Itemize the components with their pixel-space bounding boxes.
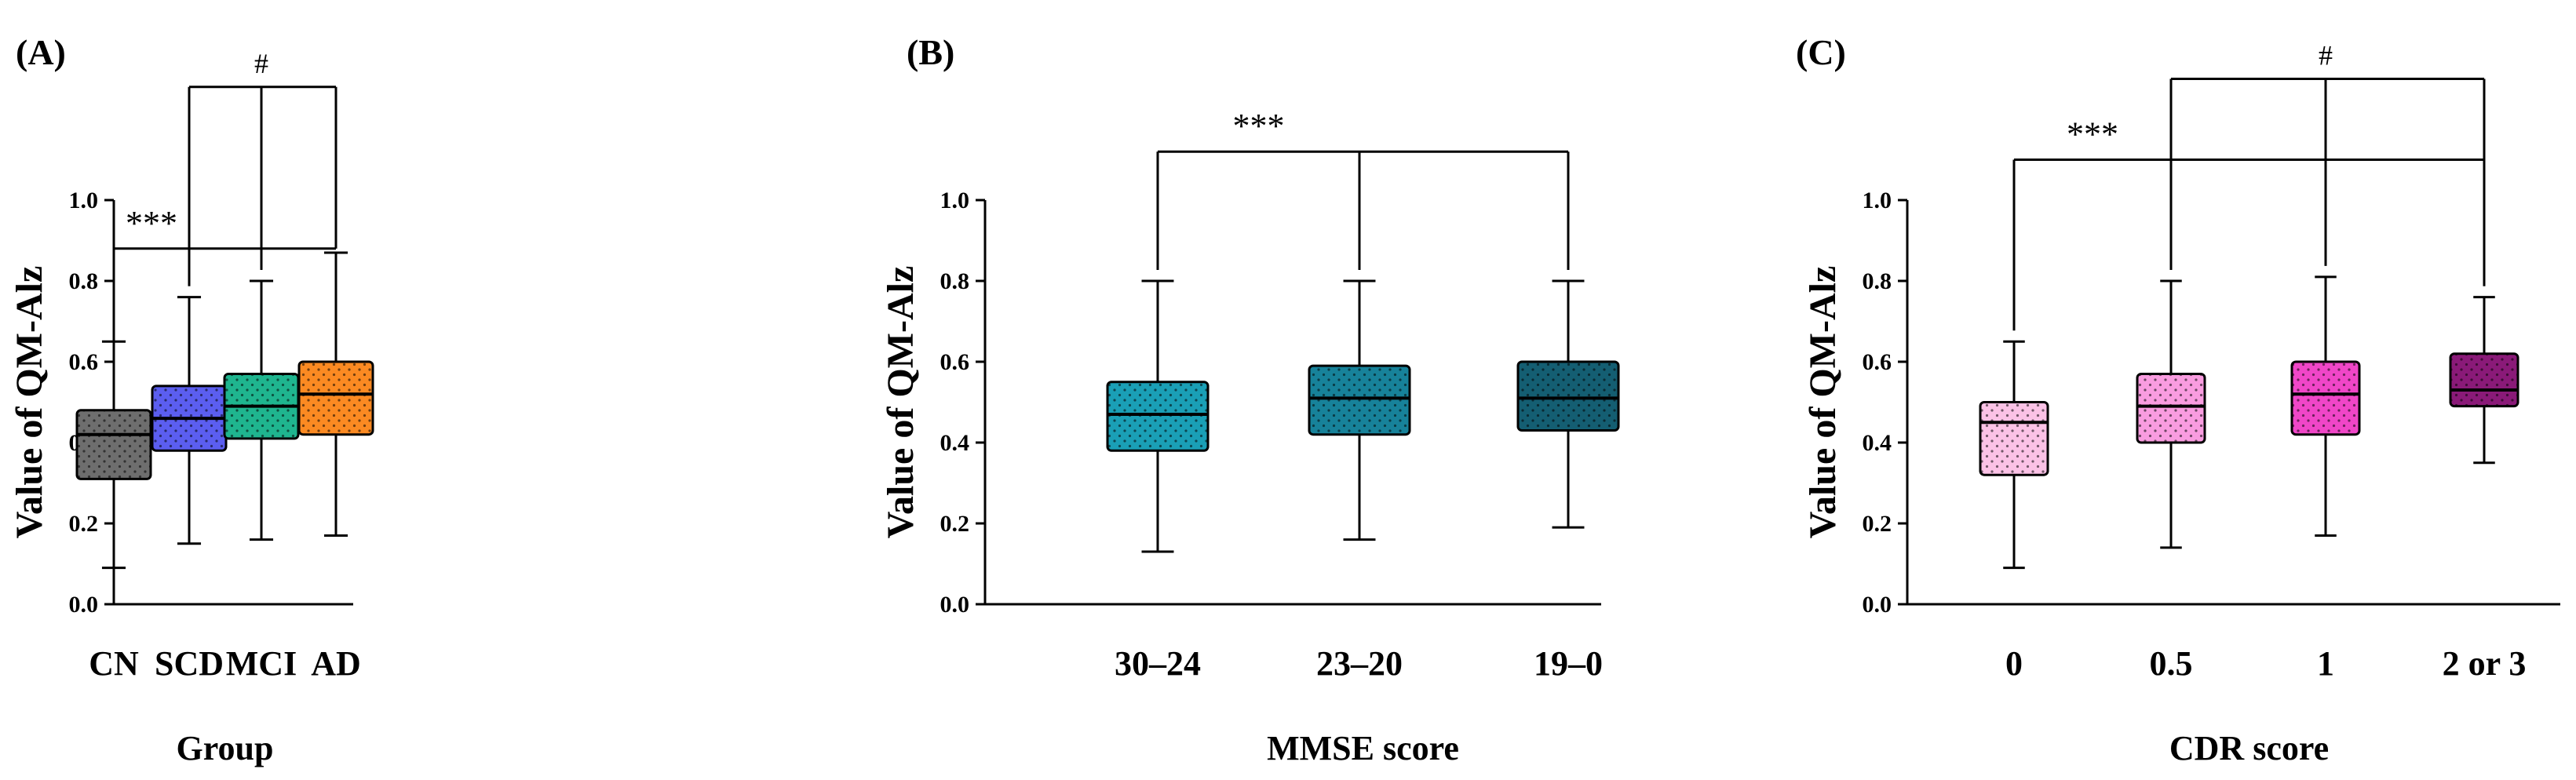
panel-label: (A) <box>16 32 66 72</box>
x-axis-title: Group <box>177 729 274 767</box>
y-tick-label: 0.8 <box>1863 268 1892 294</box>
box-texture <box>299 362 373 435</box>
box-texture <box>2137 374 2205 443</box>
significance-bracket: # <box>2169 40 2486 286</box>
significance-label: *** <box>2067 115 2118 154</box>
box-3 <box>297 251 374 537</box>
significance-bracket: *** <box>112 204 338 331</box>
x-tick-label: AD <box>311 644 361 683</box>
x-tick-label: MCI <box>226 644 297 683</box>
significance-label: *** <box>1233 107 1285 145</box>
box-1 <box>1308 279 1411 541</box>
y-tick-label: 0.2 <box>940 511 970 537</box>
box-texture <box>1107 381 1208 451</box>
y-tick-label: 0.0 <box>1863 592 1892 618</box>
significance-label: # <box>254 48 268 79</box>
y-axis-title: Value of QM-Alz <box>9 266 50 539</box>
box-texture <box>1309 366 1410 435</box>
significance-bracket: # <box>188 48 338 286</box>
significance-label: # <box>2319 40 2333 71</box>
panel-c: (C) 0.0 0.2 0.4 0.6 0.8 1.0 Value of QM-Alz 0 0.5… <box>1796 32 2560 767</box>
y-axis-title: Value of QM-Alz <box>1802 266 1844 539</box>
y-tick-label: 0.8 <box>940 268 970 294</box>
y-tick-label: 1.0 <box>940 188 970 213</box>
box-1 <box>151 296 228 545</box>
panel-label: (C) <box>1796 32 1846 72</box>
y-tick-label: 0.0 <box>940 592 970 618</box>
box-3 <box>2449 296 2519 465</box>
x-tick-label: SCD <box>155 644 224 683</box>
x-tick-label: 0 <box>2005 644 2023 683</box>
box-0 <box>1106 279 1210 553</box>
y-tick-label: 0.2 <box>69 511 99 537</box>
x-tick-label: 2 or 3 <box>2443 644 2527 683</box>
box-texture <box>77 410 151 479</box>
x-tick-label: 0.5 <box>2150 644 2193 683</box>
box-1 <box>2136 279 2206 549</box>
y-tick-label: 0.6 <box>69 349 99 375</box>
significance-label: *** <box>126 204 177 242</box>
x-tick-label: CN <box>89 644 139 683</box>
x-axis-title: CDR score <box>2169 729 2329 767</box>
y-tick-label: 0.4 <box>940 430 970 456</box>
box-2 <box>223 279 300 541</box>
box-0 <box>1979 340 2049 570</box>
x-tick-label: 19–0 <box>1534 644 1603 683</box>
box-texture <box>1980 402 2048 476</box>
box-texture <box>2292 362 2359 435</box>
box-texture <box>2450 353 2518 406</box>
y-tick-label: 0.2 <box>1863 511 1892 537</box>
x-axis-title: MMSE score <box>1267 729 1459 767</box>
y-tick-label: 1.0 <box>1863 188 1892 213</box>
panel-label: (B) <box>907 32 954 72</box>
significance-bracket: *** <box>2012 115 2486 331</box>
x-tick-label: 1 <box>2317 644 2334 683</box>
panel-b: (B) 0.0 0.2 0.4 0.6 0.8 1.0 Value of QM-Alz 30–2… <box>880 32 1620 767</box>
box-texture <box>1518 362 1618 431</box>
y-tick-label: 0.6 <box>1863 349 1892 375</box>
y-tick-label: 0.8 <box>69 268 99 294</box>
box-0 <box>75 340 152 570</box>
y-tick-label: 0.4 <box>1863 430 1892 456</box>
box-2 <box>1516 279 1620 529</box>
y-axis-title: Value of QM-Alz <box>880 266 921 539</box>
x-tick-label: 30–24 <box>1115 644 1201 683</box>
y-tick-label: 0.0 <box>69 592 99 618</box>
x-tick-label: 23–20 <box>1316 644 1403 683</box>
y-tick-label: 0.6 <box>940 349 970 375</box>
box-2 <box>2290 275 2361 537</box>
significance-bracket: *** <box>1156 107 1570 270</box>
y-tick-label: 1.0 <box>69 188 99 213</box>
